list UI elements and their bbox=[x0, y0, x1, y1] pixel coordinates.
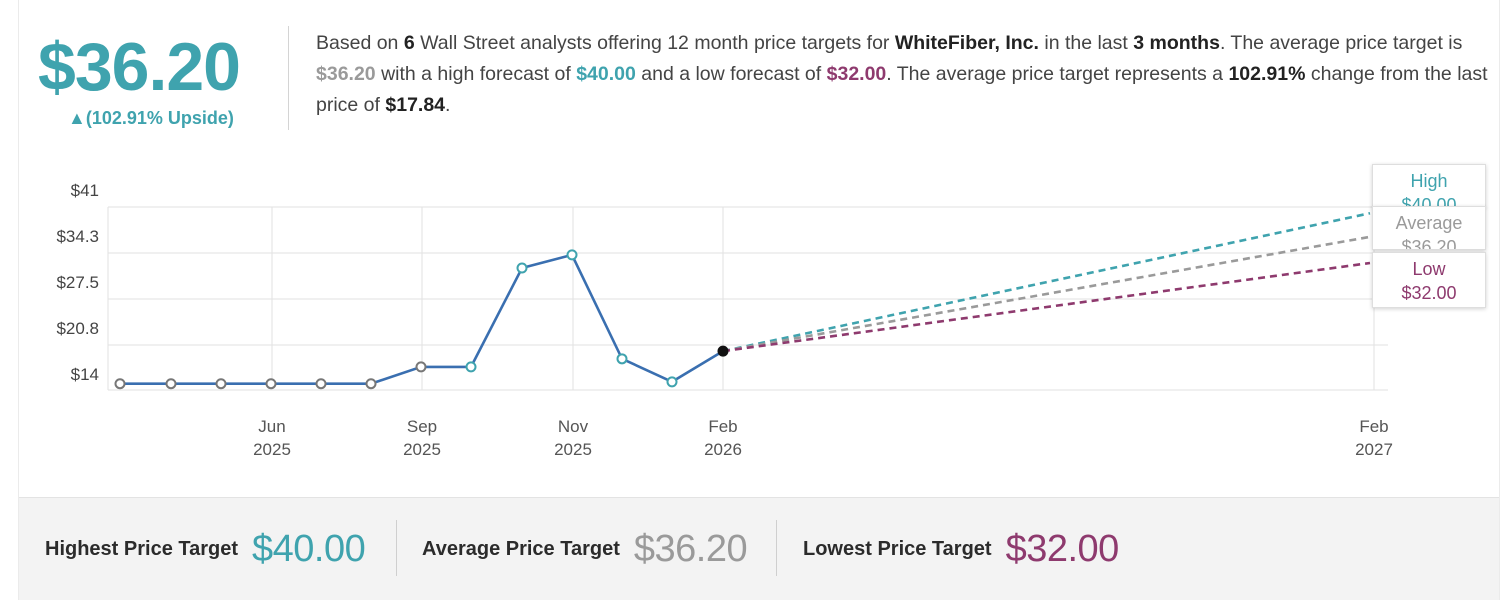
average-price-target: $36.20 bbox=[38, 29, 241, 105]
forecast-line-low bbox=[722, 261, 1371, 353]
summary-high: $40.00 bbox=[576, 63, 636, 85]
summary-text: and a low forecast of bbox=[635, 63, 827, 85]
header-divider bbox=[288, 26, 289, 130]
lowest-target-label: Lowest Price Target bbox=[803, 537, 992, 560]
lowest-target-value: $32.00 bbox=[1005, 527, 1120, 570]
forecast-callout-high: High $40.00 bbox=[1372, 164, 1486, 208]
average-target-label: Average Price Target bbox=[422, 537, 620, 560]
summary-text: . bbox=[445, 94, 451, 116]
x-tick-label: Feb bbox=[708, 417, 737, 436]
summary-text: in the last bbox=[1038, 32, 1134, 54]
lowest-target: Lowest Price Target $32.00 bbox=[803, 498, 1119, 600]
forecast-callout-value: $36.20 bbox=[1401, 237, 1457, 250]
x-tick-label: Feb bbox=[1359, 417, 1388, 436]
forecast-line-average bbox=[722, 235, 1371, 353]
summary-text: . The average price target represents a bbox=[886, 63, 1229, 85]
x-tick-label: 2025 bbox=[253, 440, 291, 459]
summary-text: with a high forecast of bbox=[375, 63, 577, 85]
price-point-marker bbox=[165, 378, 177, 390]
price-point-marker bbox=[415, 361, 427, 373]
price-point-marker bbox=[365, 378, 377, 390]
price-point-marker bbox=[114, 378, 126, 390]
price-point-marker bbox=[315, 378, 327, 390]
x-tick-label: Sep bbox=[407, 417, 437, 436]
price-point-marker bbox=[566, 249, 578, 261]
summary-low: $32.00 bbox=[826, 63, 887, 85]
forecast-callout-label: High bbox=[1410, 171, 1448, 191]
summary-change: 102.91% bbox=[1228, 63, 1306, 85]
price-point-marker bbox=[465, 361, 477, 373]
price-point-marker bbox=[215, 378, 227, 390]
forecast-callout-average: Average $36.20 bbox=[1372, 206, 1486, 250]
price-point-marker bbox=[666, 376, 678, 388]
x-tick-label: 2025 bbox=[403, 440, 441, 459]
upside-badge: ▲(102.91% Upside) bbox=[68, 108, 234, 128]
last-price-marker bbox=[717, 345, 729, 357]
y-tick-label: $20.8 bbox=[56, 319, 99, 338]
x-tick-label: Jun bbox=[258, 417, 285, 436]
summary-last-price: $17.84 bbox=[385, 94, 446, 116]
footer-divider bbox=[396, 520, 397, 576]
price-target-chart: $41 $34.3 $27.5 $20.8 $14 Jun 2025 Sep 2025 Nov 20… bbox=[56, 181, 1393, 459]
price-point-marker bbox=[616, 353, 628, 365]
highest-target: Highest Price Target $40.00 bbox=[45, 498, 366, 600]
footer-divider bbox=[776, 520, 777, 576]
summary-average: $36.20 bbox=[316, 63, 376, 85]
summary-text: Wall Street analysts offering 12 month p… bbox=[414, 32, 895, 54]
price-point-marker bbox=[516, 262, 528, 274]
highest-target-value: $40.00 bbox=[252, 527, 366, 570]
price-target-footer: Highest Price Target $40.00 Average Pric… bbox=[19, 497, 1499, 600]
summary-text: Based on bbox=[316, 32, 404, 54]
summary-text: . The average price target is bbox=[1219, 32, 1463, 54]
summary-analyst-count: 6 bbox=[403, 32, 415, 54]
forecast-callout-label: Average bbox=[1395, 213, 1463, 233]
y-tick-label: $41 bbox=[71, 181, 99, 200]
y-tick-label: $14 bbox=[71, 365, 99, 384]
forecast-line-high bbox=[722, 211, 1371, 353]
average-target-value: $36.20 bbox=[633, 527, 748, 570]
x-tick-label: 2025 bbox=[554, 440, 592, 459]
average-target: Average Price Target $36.20 bbox=[422, 498, 748, 600]
forecast-callout-label: Low bbox=[1412, 259, 1446, 279]
forecast-callout-value: $32.00 bbox=[1401, 283, 1457, 303]
price-point-marker bbox=[265, 378, 277, 390]
y-tick-label: $34.3 bbox=[56, 227, 99, 246]
highest-target-label: Highest Price Target bbox=[45, 537, 239, 560]
forecast-callout-low: Low $32.00 bbox=[1372, 252, 1486, 308]
summary-company: WhiteFiber, Inc. bbox=[894, 32, 1039, 54]
x-tick-label: 2026 bbox=[704, 440, 742, 459]
forecast-callout-value: $40.00 bbox=[1401, 195, 1457, 208]
x-tick-label: Nov bbox=[558, 417, 589, 436]
x-tick-label: 2027 bbox=[1355, 440, 1393, 459]
analyst-summary: Based on 6 Wall Street analysts offering… bbox=[316, 28, 1496, 121]
summary-text: change from the last price of bbox=[316, 63, 1488, 116]
summary-period: 3 months bbox=[1133, 32, 1220, 54]
y-tick-label: $27.5 bbox=[56, 273, 99, 292]
